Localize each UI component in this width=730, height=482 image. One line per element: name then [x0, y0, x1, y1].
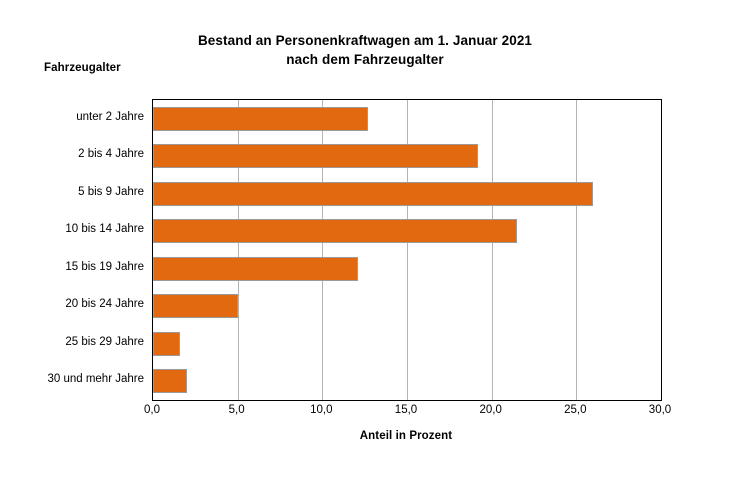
chart-title: Bestand an Personenkraftwagen am 1. Janu… [0, 31, 730, 69]
bar-row [153, 100, 661, 138]
value-axis-title: Anteil in Prozent [359, 430, 453, 442]
bar-row [153, 138, 661, 176]
value-axis-tick-labels: 0,0 5,0 10,0 15,0 20,0 25,0 30,0 [144, 404, 671, 422]
gridline [576, 100, 578, 400]
value-tick-label: 25,0 [564, 404, 587, 416]
chart-title-line-2: nach dem Fahrzeugalter [286, 52, 444, 67]
category-tick-label: 20 bis 24 Jahre [65, 298, 144, 311]
bar[interactable] [153, 106, 369, 131]
bar[interactable] [153, 369, 187, 393]
bar-row [153, 250, 661, 288]
category-tick-label: 30 und mehr Jahre [47, 373, 144, 386]
bar-row [153, 363, 661, 401]
category-tick-label: unter 2 Jahre [76, 110, 144, 123]
bar[interactable] [153, 294, 238, 318]
gridline [322, 100, 324, 400]
plot-area [152, 99, 662, 401]
bar[interactable] [153, 144, 479, 168]
bar[interactable] [153, 219, 518, 243]
gridline [407, 100, 408, 400]
category-axis-title: Fahrzeugalter [44, 62, 121, 74]
category-tick-label: 5 bis 9 Jahre [78, 185, 144, 198]
gridline [237, 100, 239, 400]
category-tick-label: 25 bis 29 Jahre [65, 335, 144, 348]
category-tick-label: 10 bis 14 Jahre [65, 223, 144, 236]
category-tick-label: 15 bis 19 Jahre [65, 260, 144, 273]
bar-row [153, 213, 661, 251]
category-tick-label: 2 bis 4 Jahre [78, 148, 144, 161]
value-tick-label: 10,0 [310, 404, 333, 416]
value-tick-label: 5,0 [228, 404, 245, 416]
category-axis-tick-labels: unter 2 Jahre 2 bis 4 Jahre 5 bis 9 Jahre 1… [0, 99, 152, 399]
plot-inner [153, 100, 661, 400]
value-tick-label: 0,0 [144, 404, 160, 416]
bar-row [153, 175, 661, 213]
bar-row [153, 325, 661, 363]
chart-title-line-1: Bestand an Personenkraftwagen am 1. Janu… [197, 33, 533, 48]
value-tick-label: 20,0 [479, 404, 502, 416]
value-tick-label: 15,0 [394, 404, 418, 416]
gridline [491, 100, 493, 400]
bar-row [153, 288, 661, 326]
bar[interactable] [153, 256, 358, 281]
value-tick-label: 30,0 [648, 404, 672, 416]
bar[interactable] [153, 331, 181, 356]
bar[interactable] [153, 181, 594, 206]
